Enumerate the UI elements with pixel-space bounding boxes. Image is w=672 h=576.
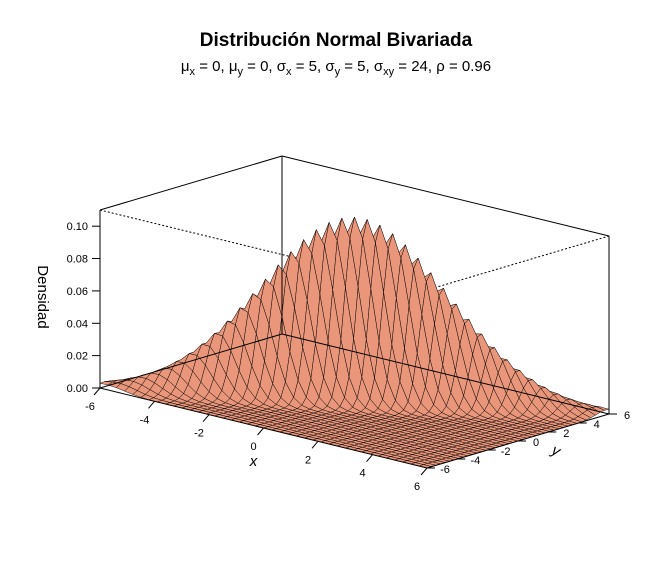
x-tick [257, 427, 264, 436]
y-tick-label: -6 [440, 464, 450, 476]
x-tick-label: 4 [359, 468, 365, 480]
y-tick-label: 6 [624, 410, 630, 422]
x-tick-label: 2 [305, 454, 311, 466]
x-tick-label: 0 [250, 441, 256, 453]
z-tick-label: 0.04 [67, 318, 88, 330]
chart-subtitle: μx = 0, μy = 0, σx = 5, σy = 5, σxy = 24… [180, 58, 492, 78]
x-tick-label: 6 [414, 481, 420, 493]
x-tick [93, 387, 101, 396]
x-axis-label: x [249, 453, 258, 470]
y-tick-label: -4 [470, 455, 480, 467]
z-tick-label: 0.00 [67, 383, 88, 395]
x-tick-label: -4 [140, 414, 150, 426]
x-tick [311, 440, 319, 449]
y-tick-label: 0 [533, 437, 539, 449]
x-tick [202, 414, 210, 423]
x-tick [366, 454, 373, 463]
x-tick [148, 400, 155, 409]
subtitle-part: σxy = 24 [373, 58, 428, 78]
x-tick-label: -2 [194, 428, 204, 440]
box-edge [281, 155, 610, 237]
box-edge [99, 155, 283, 211]
subtitle-part: μx = 0 [180, 58, 221, 78]
z-tick-label: 0.08 [67, 254, 88, 266]
y-tick-label: 2 [563, 428, 569, 440]
subtitle-part: σy = 5 [325, 58, 366, 78]
chart-title: Distribución Normal Bivariada [199, 30, 473, 51]
box-edge [426, 235, 610, 291]
x-tick [420, 467, 428, 476]
z-tick-label: 0.10 [67, 221, 88, 233]
box-edge [281, 333, 610, 415]
subtitle-part: μy = 0 [228, 58, 269, 78]
z-axis-label: Densidad [34, 265, 51, 328]
y-axis-label: y [548, 441, 564, 461]
y-tick-label: 4 [594, 419, 600, 431]
subtitle-part: σx = 5 [276, 58, 317, 78]
subtitle-part: ρ = 0.96 [436, 58, 492, 75]
y-tick-label: -2 [501, 446, 511, 458]
z-tick-label: 0.06 [67, 286, 88, 298]
box-edge [99, 333, 283, 389]
z-tick-label: 0.02 [67, 351, 88, 363]
x-tick-label: -6 [85, 401, 95, 413]
